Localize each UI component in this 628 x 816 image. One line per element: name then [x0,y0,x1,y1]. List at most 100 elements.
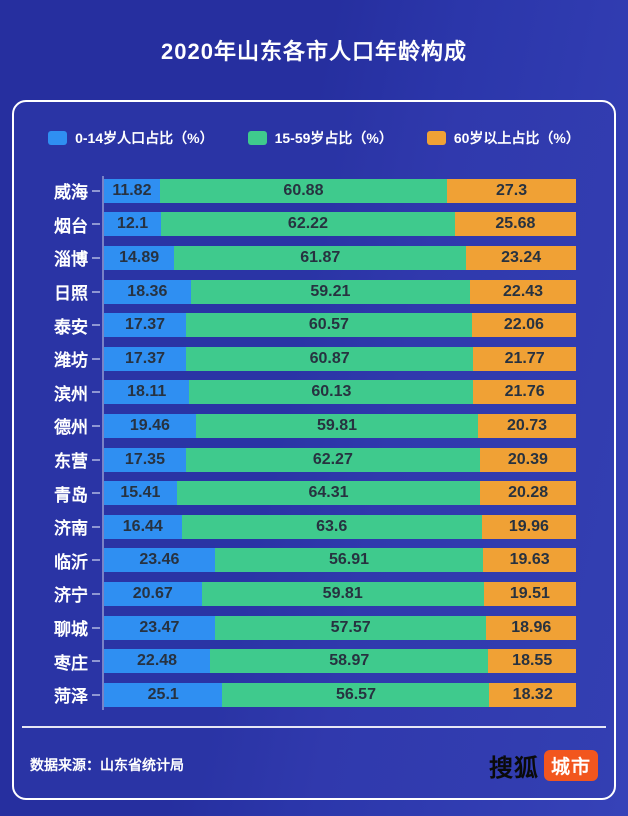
bar-segment-series-1: 60.88 [159,178,448,203]
table-row: 临沂 23.46 56.91 19.63 [30,544,576,578]
bar-segment-series-0: 15.41 [104,481,177,506]
legend-label: 0-14岁人口占比（%） [75,130,214,146]
page-title: 2020年山东各市人口年龄构成 [161,39,467,64]
city-label: 菏泽 [54,687,88,707]
city-label: 济宁 [54,586,88,606]
bar-segment-series-2: 22.06 [471,313,576,338]
bar-segment-series-1: 57.57 [214,615,487,640]
city-label: 日照 [54,284,88,304]
bar-segment-series-1: 56.91 [214,548,484,573]
table-row: 淄博 14.89 61.87 23.24 [30,241,576,275]
bar-segment-series-0: 12.1 [104,212,162,237]
axis-tick [92,660,100,663]
city-label: 烟台 [54,216,88,236]
city-label: 潍坊 [54,351,88,371]
bar-segment-series-2: 18.32 [489,682,576,707]
bar-segment-series-1: 62.27 [185,447,480,472]
stacked-bar: 25.1 56.57 18.32 [104,682,576,707]
table-row: 烟台 12.1 62.22 25.68 [30,208,576,242]
bar-segment-series-0: 17.35 [104,447,186,472]
city-label: 聊城 [54,620,88,640]
axis-tick [92,324,100,327]
bar-segment-series-2: 20.28 [480,481,576,506]
stacked-bar: 23.46 56.91 19.63 [104,548,576,573]
table-row: 菏泽 25.1 56.57 18.32 [30,678,576,712]
bar-segment-series-0: 22.48 [104,649,211,674]
bar-segment-series-1: 62.22 [161,212,455,237]
stacked-bar: 17.37 60.57 22.06 [104,313,576,338]
stacked-bar: 16.44 63.6 19.96 [104,514,576,539]
bar-segment-series-0: 25.1 [104,682,223,707]
city-label: 滨州 [54,384,88,404]
table-row: 泰安 17.37 60.57 22.06 [30,308,576,342]
bar-segment-series-0: 19.46 [104,413,196,438]
stacked-bar: 17.35 62.27 20.39 [104,447,577,472]
bar-segment-series-2: 18.55 [488,649,576,674]
bar-segment-series-2: 20.39 [479,447,577,472]
table-row: 聊城 23.47 57.57 18.96 [30,611,576,645]
bar-segment-series-0: 20.67 [104,581,202,606]
city-label: 济南 [54,519,88,539]
city-label: 青岛 [54,485,88,505]
table-row: 滨州 18.11 60.13 21.76 [30,376,576,410]
legend-label: 60岁以上占比（%） [453,130,580,146]
legend-label: 15-59岁占比（%） [274,130,393,146]
table-row: 德州 19.46 59.81 20.73 [30,409,576,443]
stacked-bar: 22.48 58.97 18.55 [104,649,576,674]
bar-segment-series-1: 58.97 [210,649,489,674]
table-row: 青岛 15.41 64.31 20.28 [30,476,576,510]
table-row: 济宁 20.67 59.81 19.51 [30,577,576,611]
bar-segment-series-1: 59.21 [190,279,471,304]
bar-segment-series-1: 59.81 [195,413,479,438]
bar-segment-series-1: 61.87 [174,245,467,270]
sohu-city-logo: 搜狐 城市 [489,748,598,783]
bar-segment-series-2: 19.63 [483,548,576,573]
axis-tick [92,492,100,495]
chart-legend: 0-14岁人口占比（%） 15-59岁占比（%） 60岁以上占比（%） [30,128,598,148]
table-row: 济南 16.44 63.6 19.96 [30,510,576,544]
stacked-bar: 18.36 59.21 22.43 [104,279,576,304]
table-row: 潍坊 17.37 60.87 21.77 [30,342,577,376]
axis-tick [92,693,100,696]
bar-rows: 威海 11.82 60.88 27.3 烟台 12.1 62.22 25.68 淄博 14.89 6… [30,174,577,712]
bar-segment-series-1: 60.57 [185,313,472,338]
data-source-text: 数据来源：山东省统计局 [30,757,184,773]
axis-tick [92,559,100,562]
city-label: 德州 [54,418,88,438]
bar-segment-series-2: 23.24 [466,245,576,270]
city-label: 威海 [54,183,88,203]
chart-panel: 0-14岁人口占比（%） 15-59岁占比（%） 60岁以上占比（%） 威海 11.8… [12,100,616,800]
bar-segment-series-0: 17.37 [104,346,186,371]
bar-segment-series-2: 21.77 [473,346,577,371]
stacked-bar: 23.47 57.57 18.96 [104,615,576,640]
bar-segment-series-0: 18.36 [104,279,191,304]
bar-segment-series-2: 27.3 [447,178,576,203]
stacked-bar: 20.67 59.81 19.51 [104,581,576,606]
footer-divider [22,725,606,728]
bar-segment-series-2: 25.68 [454,212,576,237]
table-row: 东营 17.35 62.27 20.39 [30,443,577,477]
axis-tick [92,256,100,259]
footer: 数据来源：山东省统计局 搜狐 城市 [30,748,598,783]
city-label: 泰安 [54,317,88,337]
bar-segment-series-1: 56.57 [222,682,490,707]
axis-tick [92,189,100,192]
stacked-bar: 19.46 59.81 20.73 [104,413,576,438]
bar-segment-series-0: 16.44 [104,514,182,539]
axis-tick [92,592,100,595]
bar-segment-series-2: 22.43 [470,279,576,304]
legend-swatch-icon [48,131,68,145]
bar-segment-series-2: 19.96 [481,514,576,539]
city-label: 东营 [54,452,88,472]
city-label: 淄博 [54,250,88,270]
legend-item-0: 0-14岁人口占比（%） [48,128,214,148]
bar-segment-series-0: 23.46 [104,548,215,573]
stacked-bar: 18.11 60.13 21.76 [104,380,576,405]
city-logo-badge: 城市 [543,749,598,781]
legend-item-1: 15-59岁占比（%） [247,128,393,148]
axis-tick [92,424,100,427]
city-label: 临沂 [54,552,88,572]
bar-segment-series-2: 19.51 [483,581,576,606]
bar-segment-series-0: 18.11 [104,380,190,405]
bar-segment-series-0: 17.37 [104,313,186,338]
